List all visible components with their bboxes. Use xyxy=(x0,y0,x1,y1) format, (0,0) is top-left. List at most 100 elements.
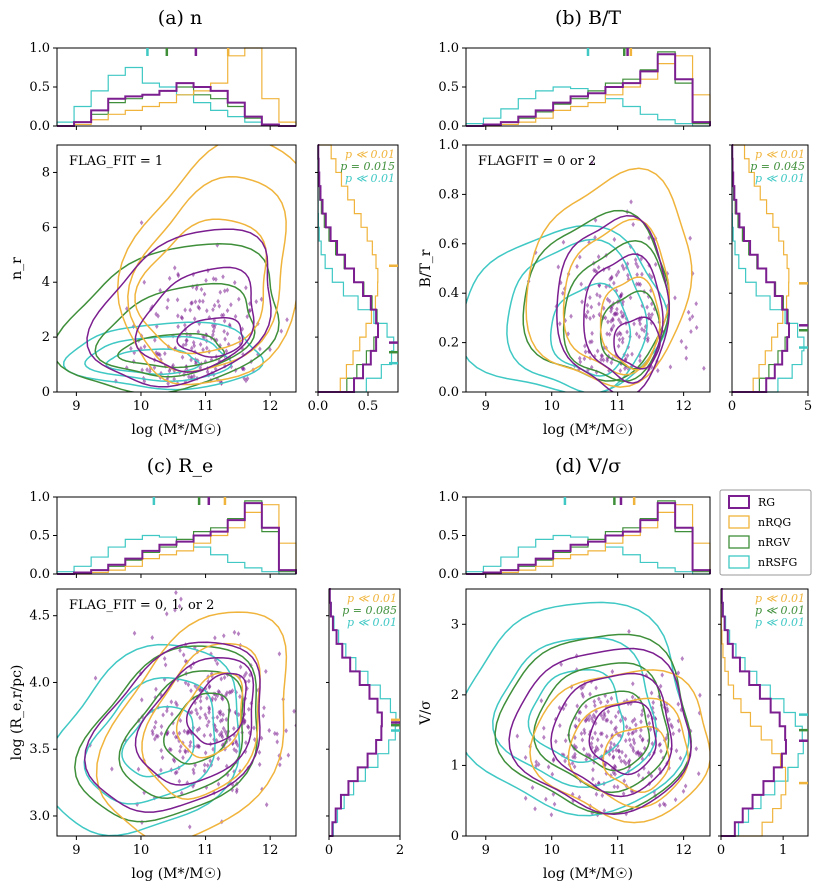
p-value: p ≪ 0.01 xyxy=(345,172,395,185)
scatter-point xyxy=(627,737,632,743)
scatter-point xyxy=(618,718,623,724)
scatter-point xyxy=(292,708,296,714)
scatter-point xyxy=(195,283,199,289)
scatter-point xyxy=(198,698,203,704)
scatter-point xyxy=(584,756,589,763)
scatter-point xyxy=(242,366,246,372)
x-tick-label: 11 xyxy=(609,399,626,414)
scatter-point xyxy=(583,349,588,355)
hist-RG xyxy=(731,144,790,393)
scatter-point xyxy=(582,356,587,362)
scatter-point xyxy=(615,332,620,338)
scatter-point xyxy=(205,722,210,729)
scatter-point xyxy=(614,725,618,731)
scatter-point xyxy=(639,727,643,733)
scatter-point xyxy=(552,801,557,807)
scatter-point xyxy=(546,764,551,770)
scatter-point xyxy=(636,281,641,287)
scatter-point xyxy=(153,719,158,725)
y-tick-label: 0.5 xyxy=(29,80,50,95)
scatter-point xyxy=(132,630,137,636)
scatter-point xyxy=(599,352,604,359)
scatter-point xyxy=(258,346,262,352)
scatter-point xyxy=(203,750,208,756)
top-hist-frame xyxy=(465,47,711,127)
scatter-point xyxy=(605,331,609,337)
scatter-point xyxy=(180,354,185,360)
scatter-point xyxy=(600,792,605,799)
scatter-point xyxy=(670,724,675,730)
scatter-point xyxy=(694,301,698,307)
scatter-point xyxy=(229,364,234,370)
scatter-point xyxy=(575,703,580,709)
y-tick-label: 0.4 xyxy=(438,286,459,301)
scatter-point xyxy=(626,272,630,279)
scatter-point xyxy=(215,661,220,667)
x-tick-label: 10 xyxy=(133,843,150,858)
scatter-point xyxy=(203,712,207,718)
scatter-point xyxy=(167,368,172,374)
scatter-point xyxy=(172,265,177,271)
scatter-point xyxy=(204,715,209,721)
scatter-point xyxy=(218,342,222,349)
scatter-point xyxy=(247,730,252,736)
scatter-point xyxy=(211,332,215,338)
scatter-point xyxy=(190,300,194,306)
contour-RG xyxy=(556,214,670,392)
scatter-point xyxy=(597,301,601,307)
scatter-point xyxy=(211,307,215,313)
scatter-point xyxy=(584,703,588,710)
contour-RG xyxy=(134,656,255,786)
scatter-point xyxy=(189,374,194,380)
scatter-point xyxy=(623,357,628,363)
scatter-point xyxy=(713,728,717,733)
scatter-point xyxy=(694,746,699,752)
scatter-point xyxy=(174,590,178,596)
scatter-point xyxy=(224,692,228,698)
scatter-point xyxy=(609,360,614,366)
x-tick-label: 5 xyxy=(804,399,812,414)
scatter-point xyxy=(661,801,666,807)
scatter-point xyxy=(166,297,170,303)
scatter-point xyxy=(179,743,183,750)
scatter-point xyxy=(618,320,623,326)
scatter-point xyxy=(602,808,607,814)
scatter-point xyxy=(626,731,631,737)
scatter-point xyxy=(624,811,628,817)
scatter-point xyxy=(259,296,264,302)
scatter-point xyxy=(665,271,670,277)
scatter-point xyxy=(558,722,562,729)
scatter-point xyxy=(230,688,235,694)
scatter-point xyxy=(649,320,654,326)
scatter-point xyxy=(232,769,236,775)
scatter-point xyxy=(577,366,581,372)
scatter-point xyxy=(674,748,679,754)
scatter-point xyxy=(607,331,612,337)
scatter-point xyxy=(635,264,640,270)
main-axes-frame xyxy=(56,588,297,837)
side-hist-frame xyxy=(720,588,809,837)
scatter-point xyxy=(596,254,601,260)
scatter-point xyxy=(187,374,191,380)
scatter-point xyxy=(248,672,252,678)
scatter-point xyxy=(171,362,175,368)
scatter-point xyxy=(551,756,556,762)
scatter-point xyxy=(220,696,225,702)
scatter-point xyxy=(684,355,689,361)
scatter-point xyxy=(678,755,683,761)
scatter-point xyxy=(561,239,566,245)
p-value: p = 0.045 xyxy=(750,160,805,173)
scatter-point xyxy=(625,329,629,335)
scatter-point xyxy=(197,321,202,327)
scatter-point xyxy=(679,707,684,713)
scatter-point xyxy=(192,343,197,349)
scatter-point xyxy=(617,337,622,343)
scatter-point xyxy=(219,676,224,682)
scatter-point xyxy=(598,293,602,299)
scatter-point xyxy=(688,316,692,322)
x-axis-label: log (M*/M☉) xyxy=(543,422,633,438)
contour-nRQG xyxy=(529,669,710,824)
y-tick-label: 1 xyxy=(451,758,459,773)
scatter-point xyxy=(277,753,282,759)
scatter-point xyxy=(197,305,202,311)
